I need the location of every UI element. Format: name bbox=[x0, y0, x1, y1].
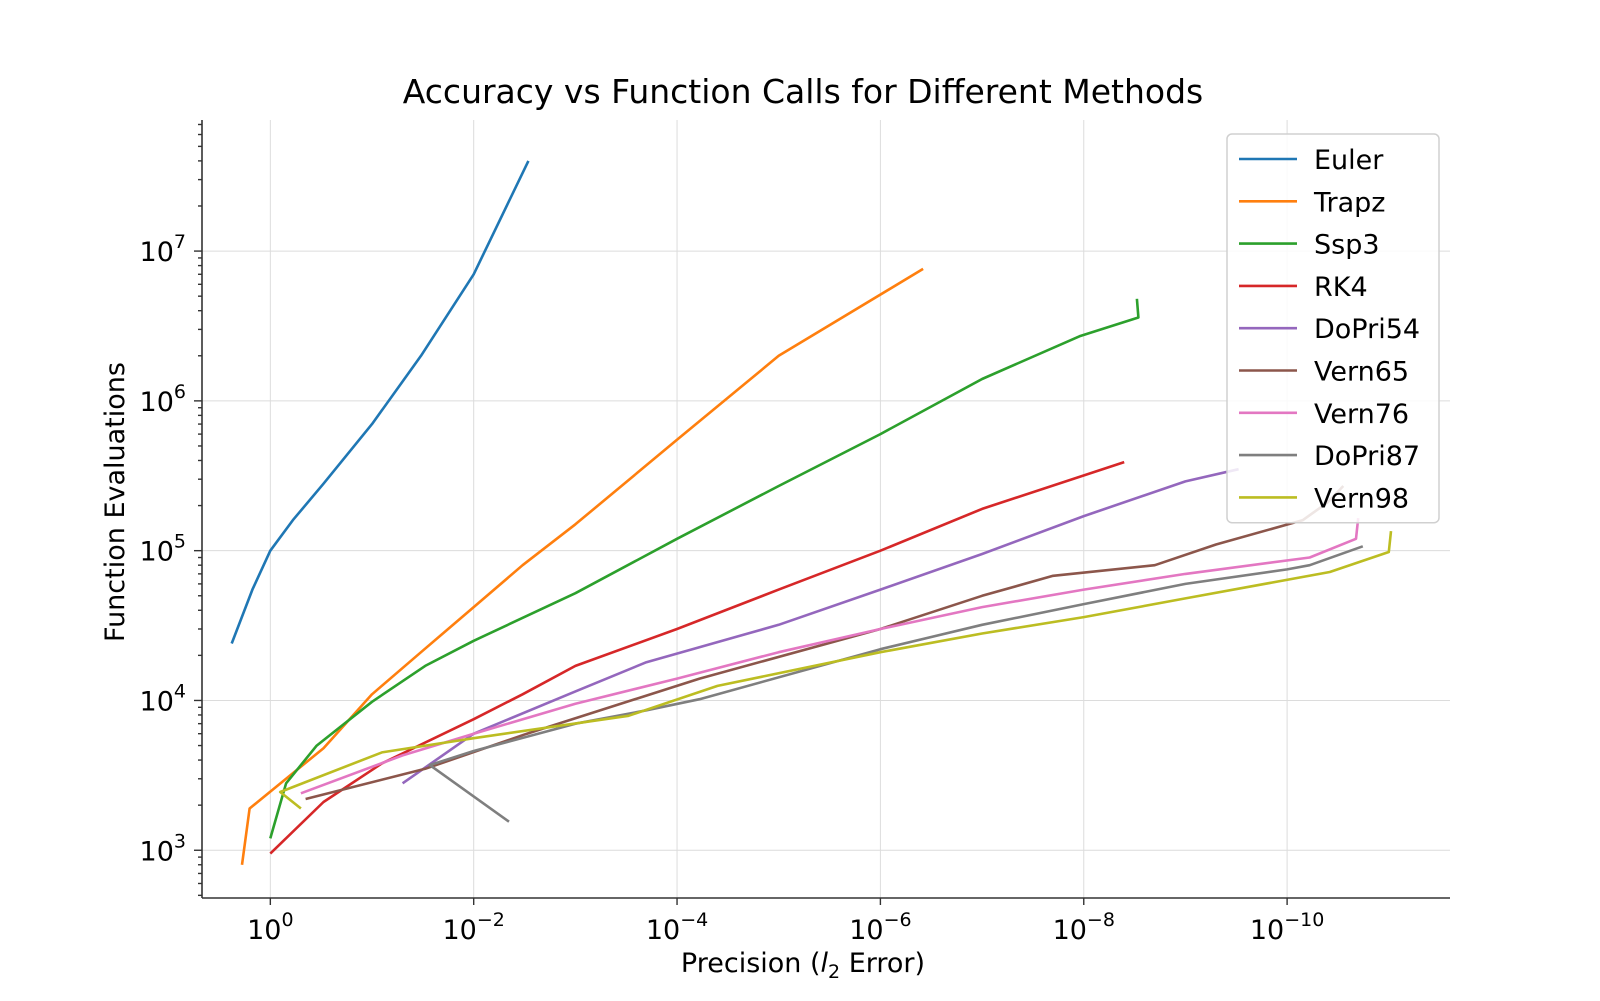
x-tick-base: 10 bbox=[443, 915, 477, 946]
legend-label-vern98: Vern98 bbox=[1314, 483, 1409, 514]
legend-label-dopri54: DoPri54 bbox=[1314, 314, 1420, 345]
y-tick-exponent: 3 bbox=[174, 830, 186, 852]
x-tick-label: 10−2 bbox=[443, 909, 505, 946]
x-tick-label: 10−8 bbox=[1053, 909, 1115, 946]
axes bbox=[194, 120, 1450, 905]
x-tick-exponent: −10 bbox=[1284, 909, 1324, 931]
series-line-euler bbox=[230, 160, 530, 644]
legend-label-dopri87: DoPri87 bbox=[1314, 441, 1420, 472]
x-axis-label: Precision (l2 Error) bbox=[681, 948, 925, 983]
legend-label-ssp3: Ssp3 bbox=[1314, 230, 1380, 261]
x-tick-base: 10 bbox=[1250, 915, 1284, 946]
x-tick-labels: 100 10−2 10−4 10−6 10−8 10−10 bbox=[247, 909, 1324, 946]
x-tick-exponent: −4 bbox=[680, 909, 708, 931]
y-axis-label: Function Evaluations bbox=[100, 362, 131, 642]
x-tick-label: 100 bbox=[247, 909, 293, 946]
x-tick-exponent: −6 bbox=[884, 909, 912, 931]
series-line-rk4 bbox=[269, 460, 1125, 855]
y-tick-exponent: 6 bbox=[174, 381, 186, 403]
y-tick-exponent: 4 bbox=[174, 680, 186, 702]
y-tick-base: 10 bbox=[140, 686, 174, 717]
y-tick-base: 10 bbox=[140, 387, 174, 418]
legend-label-euler: Euler bbox=[1314, 145, 1384, 176]
legend: Euler Trapz Ssp3 RK4 DoPri54 Vern65 Vern76 DoPr… bbox=[1226, 133, 1440, 524]
legend-label-vern65: Vern65 bbox=[1314, 357, 1409, 388]
y-tick-base: 10 bbox=[140, 537, 174, 568]
series-line-ssp3 bbox=[269, 298, 1140, 839]
y-tick-exponent: 7 bbox=[174, 231, 186, 253]
x-tick-label: 10−10 bbox=[1250, 909, 1324, 946]
y-tick-label: 107 bbox=[140, 231, 186, 268]
x-tick-base: 10 bbox=[646, 915, 680, 946]
x-tick-exponent: −2 bbox=[477, 909, 505, 931]
x-tick-base: 10 bbox=[247, 915, 281, 946]
series-line-trapz bbox=[240, 267, 924, 865]
x-tick-base: 10 bbox=[849, 915, 883, 946]
y-tick-label: 104 bbox=[140, 680, 186, 717]
chart-title: Accuracy vs Function Calls for Different… bbox=[403, 72, 1203, 111]
y-tick-label: 105 bbox=[140, 531, 186, 568]
legend-label-vern76: Vern76 bbox=[1314, 399, 1409, 430]
y-tick-label: 106 bbox=[140, 381, 186, 418]
y-tick-base: 10 bbox=[140, 836, 174, 867]
x-axis-label-suffix: Error) bbox=[840, 948, 925, 979]
legend-label-rk4: RK4 bbox=[1314, 272, 1368, 303]
x-axis-label-subscript: 2 bbox=[828, 961, 840, 983]
series-line-dopri54 bbox=[401, 467, 1239, 785]
x-axis-label-italic: l bbox=[821, 948, 829, 979]
x-tick-base: 10 bbox=[1053, 915, 1087, 946]
x-tick-label: 10−6 bbox=[849, 909, 911, 946]
x-axis-label-prefix: Precision ( bbox=[681, 948, 821, 979]
y-tick-base: 10 bbox=[140, 237, 174, 268]
series-lines bbox=[230, 160, 1393, 865]
legend-frame bbox=[1226, 133, 1440, 524]
series-line-dopri87 bbox=[428, 545, 1364, 823]
x-tick-exponent: −8 bbox=[1087, 909, 1115, 931]
series-line-vern76 bbox=[300, 517, 1360, 795]
legend-label-trapz: Trapz bbox=[1313, 187, 1385, 218]
x-tick-exponent: 0 bbox=[281, 909, 293, 931]
y-tick-label: 103 bbox=[140, 830, 186, 867]
series-line-vern98 bbox=[278, 530, 1393, 810]
y-tick-exponent: 5 bbox=[174, 531, 186, 553]
x-tick-label: 10−4 bbox=[646, 909, 708, 946]
